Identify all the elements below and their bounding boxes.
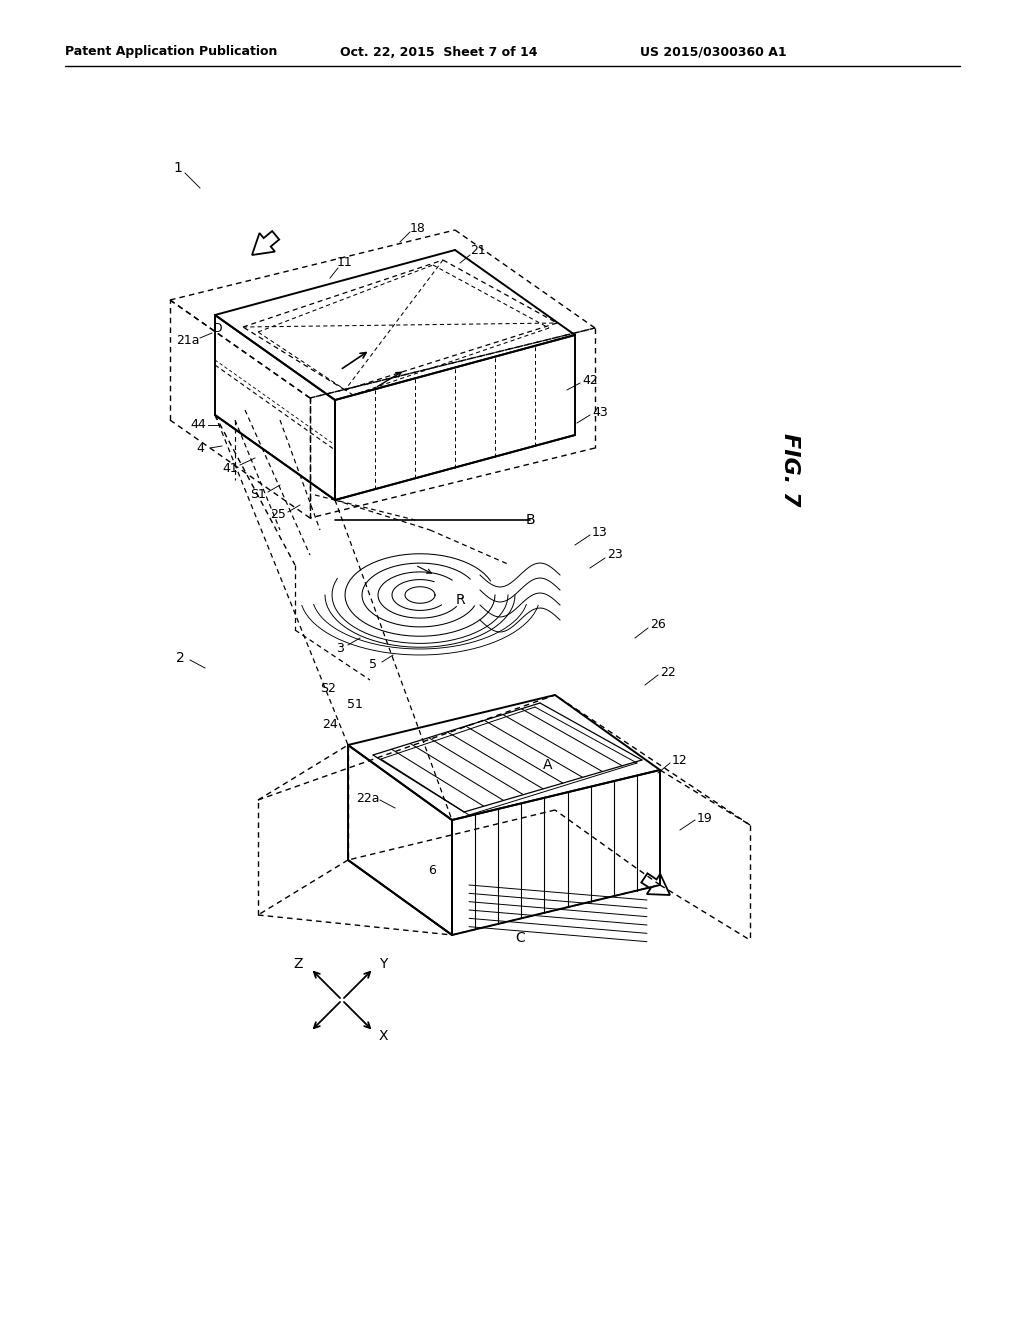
Text: D: D xyxy=(213,322,223,334)
Text: 25: 25 xyxy=(270,508,286,521)
Text: 44: 44 xyxy=(190,418,206,432)
Text: R: R xyxy=(456,593,465,607)
Text: US 2015/0300360 A1: US 2015/0300360 A1 xyxy=(640,45,786,58)
Text: 11: 11 xyxy=(337,256,353,269)
Text: 12: 12 xyxy=(672,754,688,767)
Text: 43: 43 xyxy=(592,405,608,418)
Text: Oct. 22, 2015  Sheet 7 of 14: Oct. 22, 2015 Sheet 7 of 14 xyxy=(340,45,538,58)
Text: 23: 23 xyxy=(607,549,623,561)
Text: 26: 26 xyxy=(650,619,666,631)
Text: 22a: 22a xyxy=(356,792,380,804)
Text: 42: 42 xyxy=(582,374,598,387)
Text: 51: 51 xyxy=(347,698,362,711)
Text: 21a: 21a xyxy=(176,334,200,346)
Text: 19: 19 xyxy=(697,812,713,825)
Text: 22: 22 xyxy=(660,665,676,678)
Text: 4: 4 xyxy=(196,441,204,454)
Text: S2: S2 xyxy=(321,681,336,694)
Text: 5: 5 xyxy=(369,659,377,672)
Text: S1: S1 xyxy=(250,488,266,502)
Text: A: A xyxy=(544,758,553,772)
Text: 2: 2 xyxy=(176,651,184,665)
Text: Patent Application Publication: Patent Application Publication xyxy=(65,45,278,58)
Text: Y: Y xyxy=(379,957,388,970)
Text: FIG. 7: FIG. 7 xyxy=(780,433,800,507)
Text: 1: 1 xyxy=(173,161,182,176)
Text: 13: 13 xyxy=(592,525,608,539)
Text: B: B xyxy=(525,513,535,527)
Text: C: C xyxy=(515,931,525,945)
Text: 3: 3 xyxy=(336,642,344,655)
Text: Z: Z xyxy=(294,957,303,970)
Text: X: X xyxy=(379,1030,388,1044)
Text: 21: 21 xyxy=(470,243,485,256)
Text: 24: 24 xyxy=(323,718,338,731)
Text: 41: 41 xyxy=(222,462,238,474)
Text: 6: 6 xyxy=(428,863,436,876)
Text: 18: 18 xyxy=(410,222,426,235)
